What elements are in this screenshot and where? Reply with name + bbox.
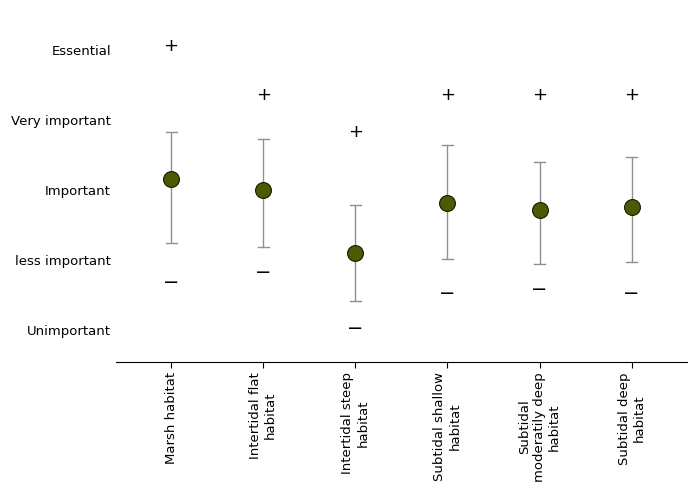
Text: −: − — [163, 273, 179, 292]
Text: +: + — [440, 86, 455, 104]
Text: +: + — [163, 37, 179, 55]
Point — [165, 176, 177, 183]
Text: −: − — [531, 280, 548, 299]
Point — [350, 249, 361, 257]
Point — [442, 199, 453, 207]
Text: −: − — [439, 284, 456, 303]
Text: −: − — [255, 263, 272, 282]
Text: −: − — [347, 319, 364, 338]
Text: −: − — [623, 284, 640, 303]
Text: +: + — [255, 86, 271, 104]
Text: +: + — [532, 86, 547, 104]
Text: +: + — [348, 123, 363, 141]
Text: +: + — [624, 86, 639, 104]
Point — [258, 186, 269, 194]
Point — [534, 206, 545, 213]
Point — [626, 204, 637, 211]
